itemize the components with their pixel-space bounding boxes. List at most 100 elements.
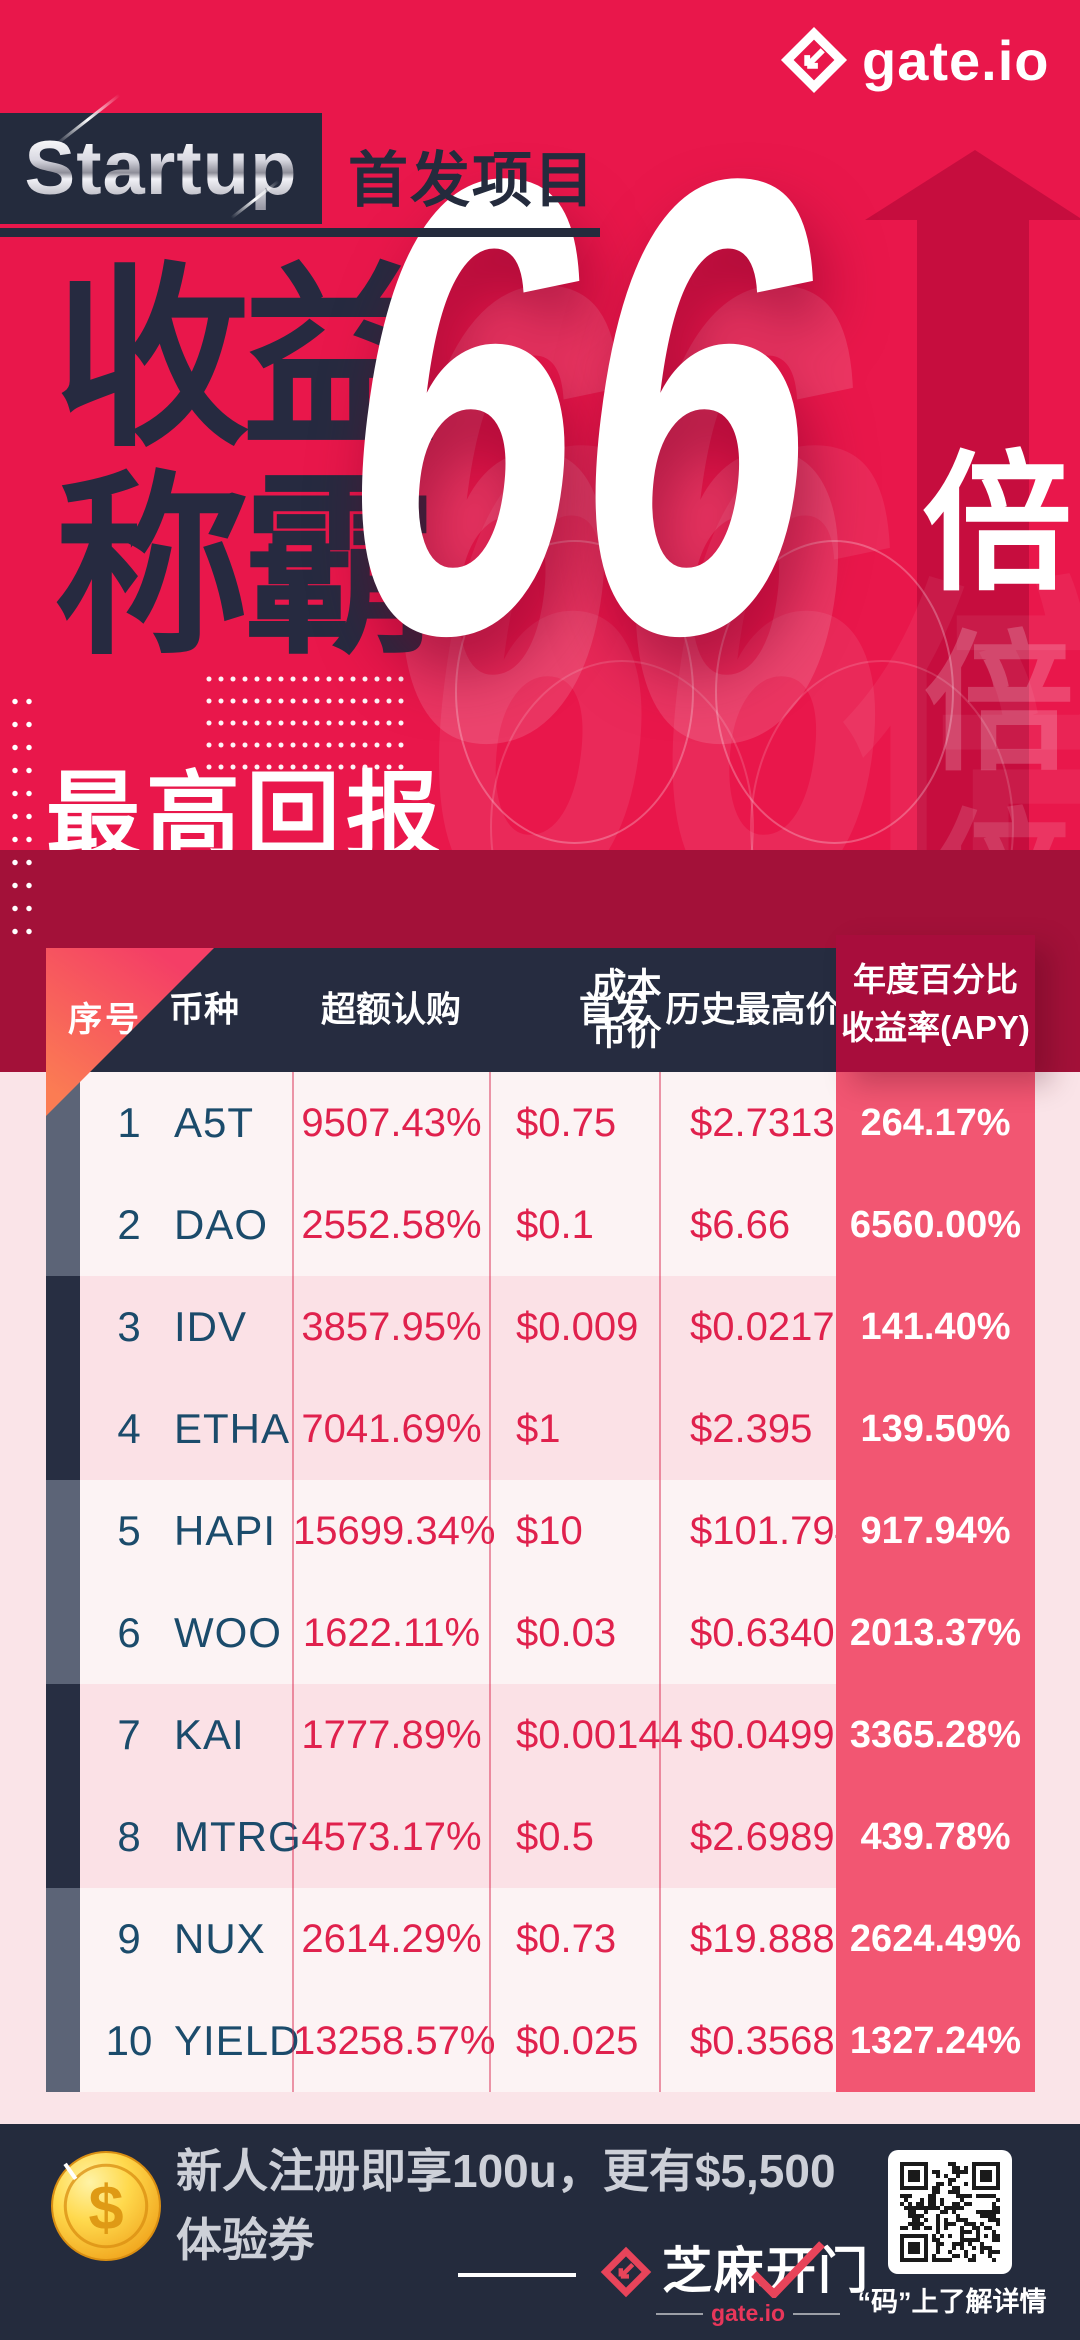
ghost-bei-watermark: 倍: [840, 560, 1080, 850]
promo-line1: 新人注册即享100u，更有$5,500: [176, 2145, 836, 2197]
launch-price-value: $0.009: [516, 1304, 639, 1349]
divider-dash: [458, 2273, 576, 2277]
table-row: 8 MTRG 4573.17% $0.5 $2.6989 439.78%: [80, 1786, 1035, 1888]
program-title-zh: 首发项目: [348, 147, 596, 214]
coin-name: NUX: [174, 1915, 266, 1962]
launch-price-value: $0.75: [516, 1100, 617, 1145]
launch-price-value: $0.5: [516, 1814, 594, 1859]
column-divider: [489, 1072, 491, 2092]
launch-price-value: $0.73: [516, 1916, 617, 1961]
header-launch-price: 首发 成本币价: [579, 966, 662, 1053]
headline-line1: 收益: [54, 250, 438, 469]
apy-value: 6560.00%: [836, 1174, 1035, 1276]
header-coin: 币种: [168, 990, 239, 1030]
ghost-bei: 倍: [924, 620, 1075, 788]
row-index: 3: [117, 1303, 141, 1350]
multiplier-66: 66: [308, 45, 865, 769]
table-row: 5 HAPI 15699.34% $10 $101.7942 917.94%: [80, 1480, 1035, 1582]
launch-price-value: $1: [516, 1406, 561, 1451]
apy-value: 139.50%: [836, 1378, 1035, 1480]
row-index: 7: [117, 1711, 141, 1758]
table-header: 币种 超额认购 首发 成本币价 历史最高价: [46, 948, 841, 1072]
subheadline: 最高回报: [46, 763, 447, 850]
ath-value: $19.8888: [690, 1916, 857, 1961]
table-row: 3 IDV 3857.95% $0.009 $0.021726 141.40%: [80, 1276, 1035, 1378]
oversubscription-value: 7041.69%: [301, 1406, 482, 1451]
ath-value: $6.66: [690, 1202, 791, 1247]
row-index: 1: [117, 1099, 141, 1146]
startup-label: Startup: [24, 126, 298, 211]
oversubscription-value: 1622.11%: [302, 1610, 481, 1655]
gateio-small-label: gate.io: [710, 2300, 786, 2326]
oversubscription-value: 3857.95%: [301, 1304, 482, 1349]
gate-diamond-icon: [780, 26, 848, 94]
header-index: 序号: [68, 1001, 142, 1039]
oversubscription-value: 15699.34%: [293, 1508, 496, 1553]
headline-line2: 称霸: [54, 458, 438, 677]
launch-price-value: $0.03: [516, 1610, 617, 1655]
table-row: 1 A5T 9507.43% $0.75 $2.7313 264.17%: [80, 1072, 1035, 1174]
column-divider: [659, 1072, 661, 2092]
oversubscription-value: 13258.57%: [293, 2018, 496, 2063]
apy-value: 917.94%: [836, 1480, 1035, 1582]
gold-coin-icon: $: [51, 2151, 161, 2261]
coin-name: MTRG: [174, 1813, 302, 1860]
ath-value: $2.6989: [690, 1814, 835, 1859]
header-apy: 年度百分比 收益率(APY): [836, 935, 1035, 1072]
row-group-strip: [46, 1480, 80, 1684]
promo-text: 新人注册即享100u，更有$5,500 体验券: [176, 2144, 836, 2268]
sesame-logo-text: 芝麻开门: [662, 2241, 870, 2298]
ath-value: $0.021726: [690, 1304, 880, 1349]
svg-text:$: $: [88, 2173, 123, 2243]
startup-banner: Startup: [0, 113, 322, 224]
dot-pattern: [203, 668, 409, 774]
oversubscription-value: 9507.43%: [301, 1100, 482, 1145]
table-row: 2 DAO 2552.58% $0.1 $6.66 6560.00%: [80, 1174, 1035, 1276]
oversubscription-value: 2552.58%: [301, 1202, 482, 1247]
sesame-logo: 芝麻开门: [600, 2241, 870, 2298]
apy-value: 439.78%: [836, 1786, 1035, 1888]
oversubscription-value: 4573.17%: [301, 1814, 482, 1859]
row-group-strip: [46, 1276, 80, 1480]
oversubscription-value: 1777.89%: [301, 1712, 482, 1757]
check-stroke-icon: [751, 2241, 825, 2298]
banner-underline: [0, 228, 600, 237]
header-oversubscription: 超额认购: [320, 990, 461, 1030]
table-row: 10 YIELD 13258.57% $0.025 $0.35681 1327.…: [80, 1990, 1035, 2092]
qr-caption: “码”上了解详情: [857, 2287, 1047, 2317]
promo-line2: 体验券: [176, 2214, 314, 2267]
apy-value: 2013.37%: [836, 1582, 1035, 1684]
ghost-bei: 倍: [924, 800, 1074, 851]
table-row: 4 ETHA 7041.69% $1 $2.395 139.50%: [80, 1378, 1035, 1480]
coin-name: A5T: [174, 1099, 255, 1146]
coin-name: YIELD: [174, 2017, 301, 2064]
apy-value: 1327.24%: [836, 1990, 1035, 2092]
row-index: 5: [117, 1507, 141, 1554]
table-row: 6 WOO 1622.11% $0.03 $0.63401 2013.37%: [80, 1582, 1035, 1684]
row-index: 6: [117, 1609, 141, 1656]
row-index: 4: [117, 1405, 141, 1452]
launch-price-value: $0.025: [516, 2018, 639, 2063]
table-row: 7 KAI 1777.89% $0.00144 $0.0499 3365.28%: [80, 1684, 1035, 1786]
launch-price-value: $0.00144: [516, 1712, 683, 1757]
brand-name: gate.io: [862, 28, 1050, 92]
row-index: 9: [117, 1915, 141, 1962]
column-divider: [292, 1072, 294, 2092]
ath-value: $0.63401: [690, 1610, 857, 1655]
row-group-strip: [46, 1684, 80, 1888]
header-ath: 历史最高价: [665, 990, 841, 1030]
oversubscription-value: 2614.29%: [301, 1916, 482, 1961]
footer-banner: $ 新人注册即享100u，更有$5,500 体验券 芝麻开门 gate.io: [0, 2124, 1080, 2340]
coin-name: DAO: [174, 1201, 269, 1248]
multiplier-unit: 倍: [922, 440, 1073, 608]
qr-code: [888, 2150, 1012, 2274]
apy-value: 3365.28%: [836, 1684, 1035, 1786]
ath-value: $2.7313: [690, 1100, 835, 1145]
hero-section: 66 66 倍 倍 倍 gate.io Startup 首发项目 收益 称霸 6…: [0, 0, 1080, 850]
row-index: 10: [105, 2017, 153, 2064]
ath-value: $101.7942: [690, 1508, 880, 1553]
apy-value: 264.17%: [836, 1072, 1035, 1174]
ath-value: $2.395: [690, 1406, 813, 1451]
sesame-logo-underline: gate.io: [656, 2300, 840, 2327]
